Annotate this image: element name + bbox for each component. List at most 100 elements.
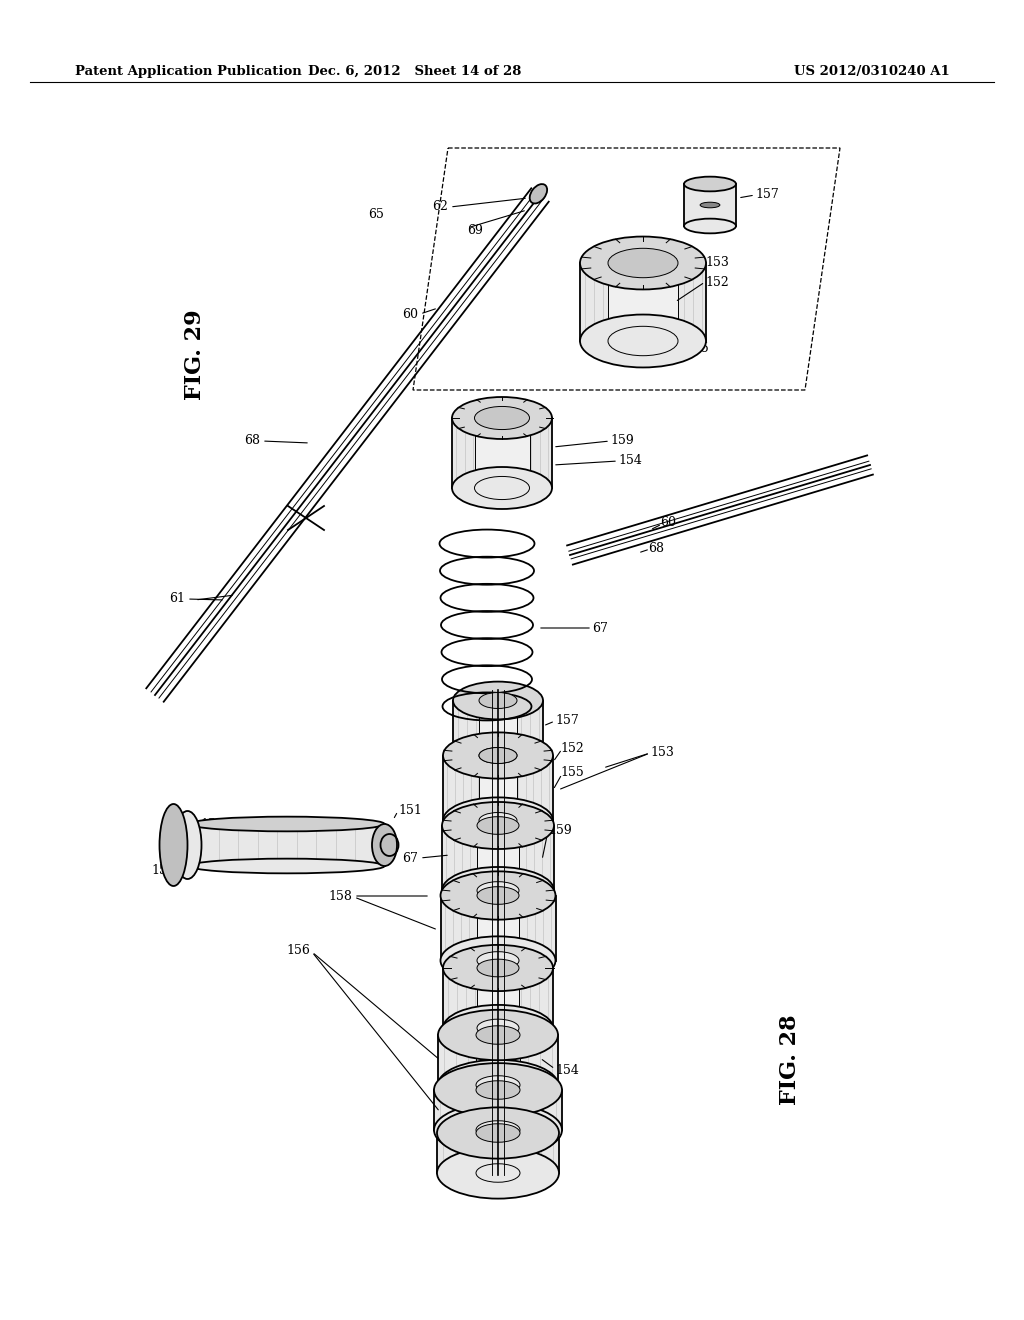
- Ellipse shape: [477, 887, 519, 904]
- Text: 159: 159: [548, 824, 571, 837]
- Text: Dec. 6, 2012   Sheet 14 of 28: Dec. 6, 2012 Sheet 14 of 28: [308, 65, 521, 78]
- Text: 62: 62: [432, 201, 449, 214]
- Polygon shape: [452, 418, 552, 488]
- Polygon shape: [608, 263, 678, 341]
- Polygon shape: [440, 895, 555, 961]
- Ellipse shape: [477, 817, 519, 834]
- Ellipse shape: [476, 1081, 520, 1100]
- Ellipse shape: [443, 733, 553, 779]
- Text: 157: 157: [555, 714, 579, 726]
- Text: 151: 151: [398, 804, 422, 817]
- Ellipse shape: [437, 1107, 559, 1159]
- Ellipse shape: [452, 467, 552, 510]
- Ellipse shape: [453, 681, 543, 719]
- Polygon shape: [479, 701, 517, 755]
- Ellipse shape: [452, 397, 552, 440]
- Polygon shape: [477, 895, 519, 961]
- Ellipse shape: [440, 936, 555, 985]
- Polygon shape: [474, 418, 529, 488]
- Ellipse shape: [580, 314, 706, 367]
- Ellipse shape: [438, 1010, 558, 1060]
- Polygon shape: [434, 1090, 562, 1130]
- Ellipse shape: [476, 1076, 520, 1094]
- Text: 159: 159: [610, 433, 634, 446]
- Text: 155: 155: [685, 342, 709, 355]
- Ellipse shape: [476, 1164, 520, 1183]
- Ellipse shape: [684, 219, 736, 234]
- Polygon shape: [443, 755, 553, 821]
- Ellipse shape: [442, 803, 554, 849]
- Ellipse shape: [476, 1121, 520, 1139]
- Polygon shape: [476, 1090, 520, 1130]
- Ellipse shape: [700, 202, 720, 207]
- Ellipse shape: [443, 797, 553, 843]
- Ellipse shape: [453, 737, 543, 775]
- Ellipse shape: [438, 1060, 558, 1110]
- Ellipse shape: [443, 945, 553, 991]
- Ellipse shape: [442, 867, 554, 913]
- Ellipse shape: [684, 177, 736, 191]
- Ellipse shape: [477, 1019, 519, 1036]
- Text: 158: 158: [200, 818, 224, 832]
- Text: 67: 67: [592, 622, 608, 635]
- Text: 156: 156: [152, 863, 175, 876]
- Ellipse shape: [529, 183, 547, 203]
- Polygon shape: [442, 825, 554, 891]
- Text: 153: 153: [650, 747, 674, 759]
- Text: 68: 68: [648, 541, 664, 554]
- Polygon shape: [453, 701, 543, 755]
- Ellipse shape: [474, 407, 529, 429]
- Ellipse shape: [477, 882, 519, 899]
- Text: 154: 154: [618, 454, 642, 466]
- Ellipse shape: [476, 1123, 520, 1142]
- Text: 156: 156: [286, 944, 310, 957]
- Ellipse shape: [443, 1005, 553, 1051]
- Text: US 2012/0310240 A1: US 2012/0310240 A1: [795, 65, 950, 78]
- Text: 69: 69: [467, 223, 483, 236]
- Text: 154: 154: [555, 1064, 579, 1077]
- Text: Patent Application Publication: Patent Application Publication: [75, 65, 302, 78]
- Ellipse shape: [434, 1104, 562, 1156]
- Text: FIG. 28: FIG. 28: [779, 1015, 801, 1105]
- Polygon shape: [443, 968, 553, 1028]
- Polygon shape: [580, 263, 706, 341]
- Polygon shape: [438, 1035, 558, 1085]
- Ellipse shape: [476, 1026, 520, 1044]
- Text: 60: 60: [660, 516, 676, 529]
- Ellipse shape: [440, 871, 555, 920]
- Polygon shape: [477, 825, 519, 891]
- Text: 158: 158: [328, 890, 352, 903]
- Ellipse shape: [608, 326, 678, 355]
- Ellipse shape: [189, 858, 384, 874]
- Ellipse shape: [580, 236, 706, 289]
- Text: 155: 155: [560, 767, 584, 780]
- Text: 152: 152: [705, 276, 729, 289]
- Ellipse shape: [372, 824, 397, 866]
- Text: 157: 157: [755, 189, 778, 202]
- Ellipse shape: [173, 810, 202, 879]
- Polygon shape: [189, 824, 384, 866]
- Text: 60: 60: [402, 309, 418, 322]
- Ellipse shape: [479, 747, 517, 763]
- Polygon shape: [477, 968, 519, 1028]
- Polygon shape: [684, 183, 736, 226]
- Text: 152: 152: [560, 742, 584, 755]
- Ellipse shape: [474, 477, 529, 499]
- Ellipse shape: [434, 1063, 562, 1117]
- Ellipse shape: [479, 813, 517, 829]
- Text: 67: 67: [402, 851, 418, 865]
- Text: 61: 61: [169, 591, 185, 605]
- Ellipse shape: [477, 952, 519, 969]
- Ellipse shape: [608, 248, 678, 277]
- Polygon shape: [476, 1133, 520, 1173]
- Text: FIG. 29: FIG. 29: [184, 310, 206, 400]
- Ellipse shape: [160, 804, 187, 886]
- Ellipse shape: [189, 817, 384, 832]
- Text: 65: 65: [368, 209, 384, 222]
- Ellipse shape: [437, 1147, 559, 1199]
- Ellipse shape: [477, 960, 519, 977]
- Ellipse shape: [479, 747, 517, 763]
- Ellipse shape: [479, 693, 517, 709]
- Text: 68: 68: [244, 433, 260, 446]
- Polygon shape: [476, 1035, 520, 1085]
